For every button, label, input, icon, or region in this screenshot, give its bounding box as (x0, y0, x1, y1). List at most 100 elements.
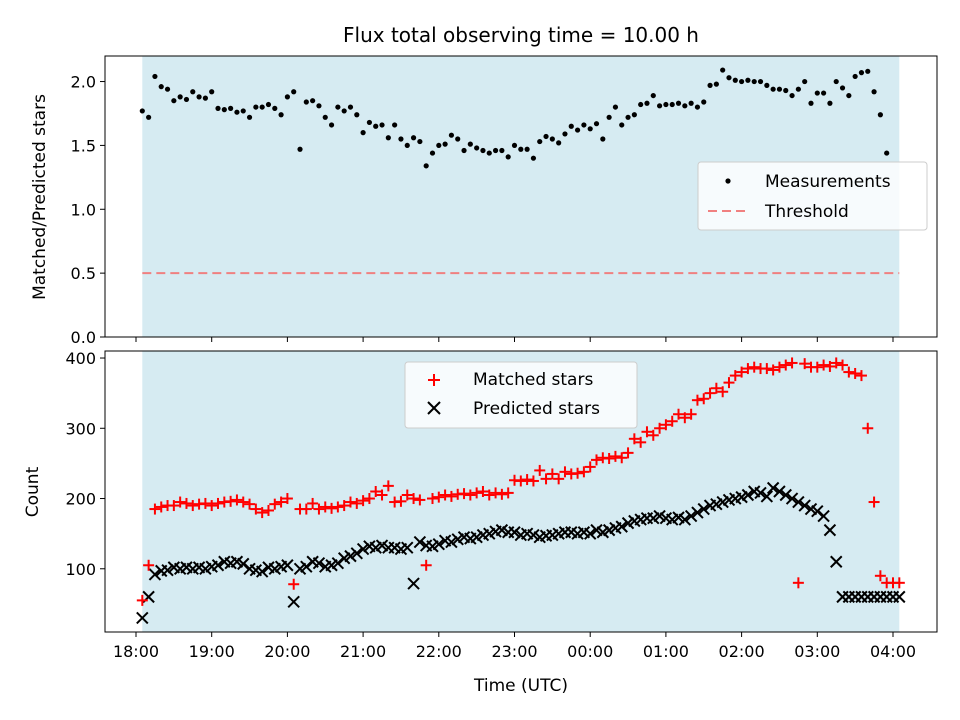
matched-star-point (855, 370, 867, 382)
measurement-point (379, 122, 385, 128)
matched-star-point (370, 486, 382, 497)
matched-star-point (843, 366, 855, 378)
measurement-point (246, 114, 253, 120)
matched-star-point (824, 360, 836, 372)
measurement-point (808, 100, 814, 106)
matched-star-point (591, 454, 603, 466)
measurement-point (328, 122, 335, 128)
bottom-x-tick-label: 02:00 (719, 642, 765, 661)
measurement-point (404, 142, 410, 149)
measurement-point (423, 163, 429, 169)
measurement-point (537, 138, 543, 145)
matched-star-point (874, 570, 886, 582)
matched-star-point (206, 500, 218, 512)
bottom-x-tick-label: 23:00 (491, 642, 537, 661)
measurement-point (171, 98, 177, 104)
measurement-point (587, 126, 593, 132)
matched-star-point (710, 382, 722, 394)
measurement-point (619, 122, 625, 128)
measurement-point (215, 105, 221, 111)
matched-star-point (344, 496, 356, 508)
measurement-point (461, 147, 467, 154)
matched-star-point (471, 487, 483, 499)
measurement-point (190, 89, 196, 95)
measurement-point (221, 107, 227, 113)
measurement-point (656, 103, 663, 109)
predicted-star-point (798, 499, 811, 512)
matched-star-point (212, 497, 224, 509)
matched-star-point (609, 450, 621, 462)
predicted-star-point (678, 513, 692, 526)
bottom-x-tick-label: 00:00 (567, 642, 613, 661)
measurement-point (644, 100, 650, 106)
bottom-y-tick-label: 100 (65, 560, 96, 579)
measurement-point (814, 90, 820, 96)
matched-star-point (307, 497, 319, 509)
measurement-point (524, 146, 530, 152)
matched-star-point (414, 494, 426, 506)
measurement-point (392, 122, 398, 128)
measurement-point (259, 104, 265, 110)
matched-star-point (628, 433, 640, 445)
legend-matched-label: Matched stars (473, 370, 593, 390)
predicted-star-point (684, 509, 698, 523)
predicted-star-point (356, 542, 370, 556)
measurement-point (669, 101, 675, 108)
top-legend-box (697, 161, 928, 231)
matched-star-point (502, 487, 514, 499)
matched-star-point (546, 468, 558, 480)
bottom-panel: 100 200 300 400 18:00 19:00 20:00 21:00 22:00 23… (23, 349, 938, 696)
predicted-star-point (445, 535, 458, 549)
predicted-star-point (407, 577, 420, 590)
predicted-star-point (583, 527, 597, 540)
predicted-star-point (773, 485, 786, 498)
top-y-tick-label: 1.5 (71, 136, 96, 155)
measurement-point (783, 87, 789, 94)
measurement-point (739, 78, 745, 85)
measurement-point (177, 94, 183, 100)
matched-star-point (168, 500, 180, 512)
matched-star-point (862, 422, 874, 434)
top-y-tick-label: 2.0 (71, 73, 96, 92)
matched-star-point (313, 503, 325, 515)
matched-star-point (477, 486, 489, 497)
top-y-axis-label: Matched/Predicted stars (30, 94, 50, 300)
measurement-point (354, 112, 360, 118)
matched-star-point (490, 487, 502, 499)
bottom-y-ticks: 100 200 300 400 (65, 349, 105, 579)
matched-star-point (780, 359, 792, 371)
measurement-point (303, 99, 309, 105)
measurement-point (234, 109, 240, 115)
measurement-point (593, 121, 600, 127)
measurement-point (858, 70, 865, 76)
matched-star-point (143, 559, 155, 571)
matched-star-point (761, 363, 773, 375)
measurement-point (581, 122, 587, 128)
matched-star-point (515, 475, 527, 487)
matched-star-point (679, 412, 691, 424)
matched-star-point (729, 370, 741, 382)
matched-star-point (685, 408, 697, 420)
bottom-x-tick-label: 20:00 (264, 642, 310, 661)
matched-star-point (811, 361, 823, 373)
matched-star-point (496, 488, 508, 500)
measurement-point (455, 136, 461, 142)
predicted-star-point (893, 590, 906, 604)
measurement-point (606, 114, 612, 120)
matched-star-point (660, 419, 672, 431)
matched-star-point (723, 377, 735, 389)
predicted-star-point (432, 537, 446, 551)
measurement-point (240, 108, 246, 114)
matched-star-point (281, 493, 293, 505)
measurement-point (757, 78, 764, 85)
measurement-point (720, 67, 726, 73)
predicted-star-point (344, 549, 357, 563)
matched-star-point (717, 386, 729, 398)
measurement-point (871, 89, 877, 95)
measurement-point (574, 127, 581, 133)
matched-star-point (534, 464, 546, 476)
top-panel: 0.00.51.01.52.0 Matched/Predicted stars … (30, 55, 938, 347)
measurement-point (146, 114, 152, 120)
x-axis-label: Time (UTC) (473, 676, 568, 696)
measurement-point (284, 94, 290, 100)
